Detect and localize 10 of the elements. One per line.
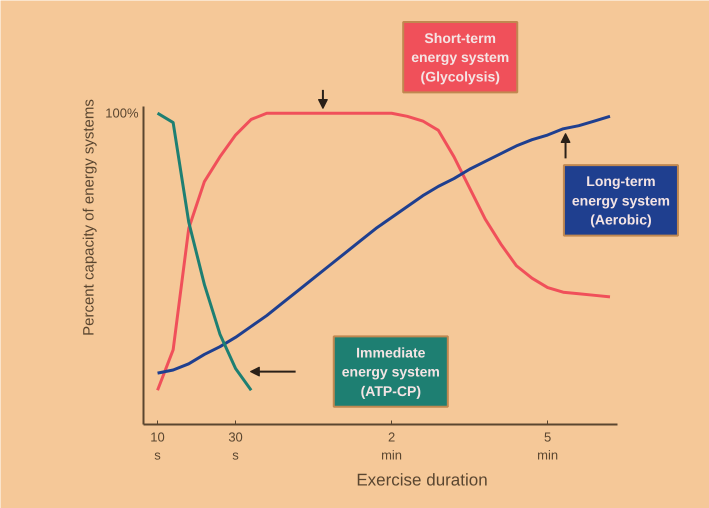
x-tick-label: 2 min (381, 430, 402, 462)
x-axis-title: Exercise duration (356, 470, 488, 490)
annotation: Long-term energy system (Aerobic) (572, 173, 670, 228)
text: Short-term energy system (Glycolysis) (411, 30, 510, 84)
x-tick-label: 30 s (228, 430, 243, 462)
y-axis-title: Percent capacity of energy systems (80, 99, 98, 336)
x-tick-label: 10 s (150, 430, 165, 462)
x-tick-label: 5 min (537, 430, 558, 462)
text: 100% (105, 106, 139, 121)
annotation: Immediate energy system (ATP-CP) (342, 344, 440, 399)
